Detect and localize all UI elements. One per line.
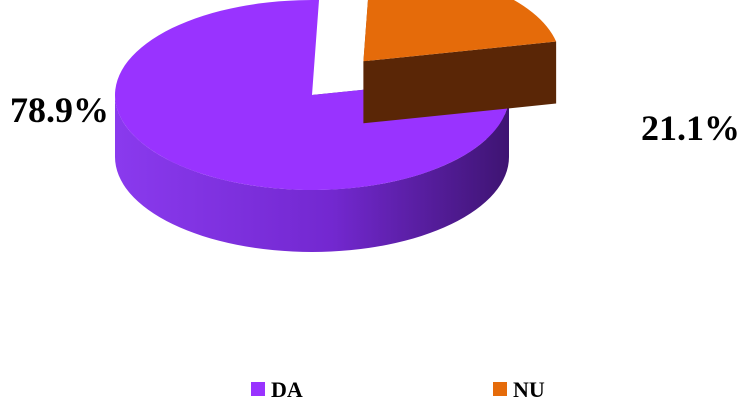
legend-swatch-da [251,382,265,396]
slices-layer [114,0,557,252]
slice-side-da [115,95,509,252]
slice-cut-face-end-nu [363,41,557,124]
slice-top-nu [363,0,557,62]
data-labels: 78.9% 21.1% [10,90,740,148]
legend-label-nu: NU [513,377,545,401]
pie-slice-nu [363,0,557,124]
data-label-da: 78.9% [10,90,109,130]
legend-swatch-nu [493,382,507,396]
slice-top-da [114,0,509,191]
legend: DA NU [251,377,545,402]
legend-label-da: DA [271,377,303,401]
data-label-nu: 21.1% [641,108,740,148]
